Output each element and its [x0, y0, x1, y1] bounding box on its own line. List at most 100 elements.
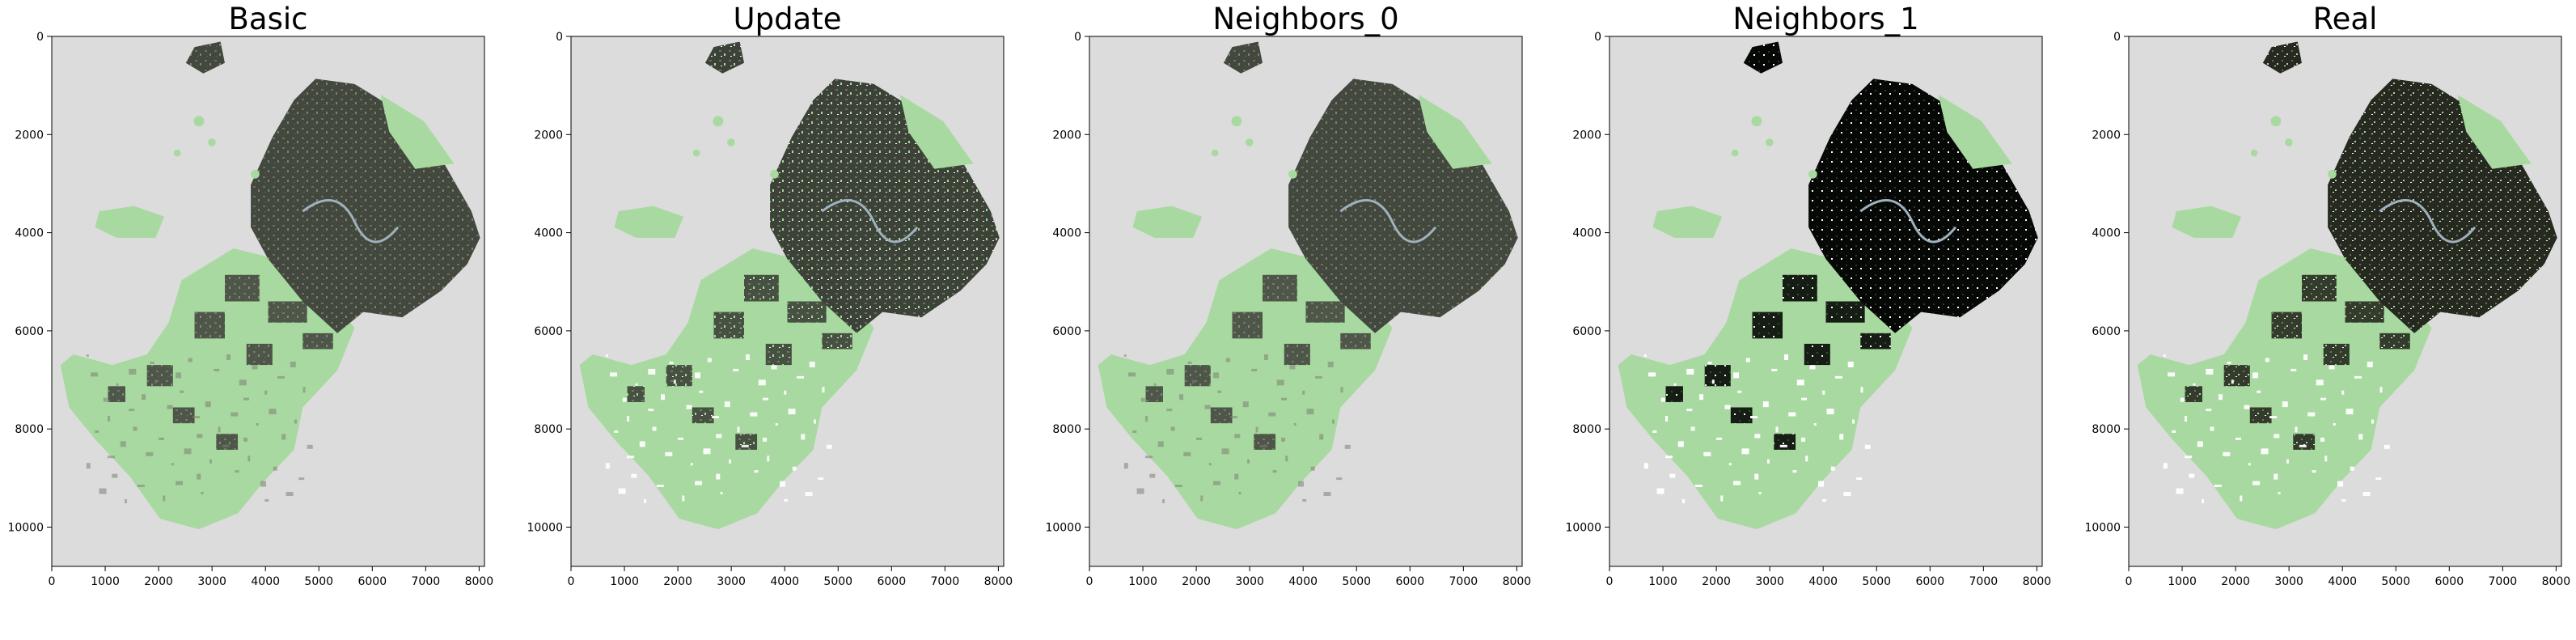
- land-spot: [1136, 488, 1144, 494]
- x-tick-label: 6000: [357, 575, 387, 588]
- land-spot: [669, 361, 674, 364]
- land-spot: [2371, 419, 2375, 424]
- land-spot: [2329, 365, 2335, 370]
- land-spot: [176, 481, 184, 485]
- land-spot: [298, 477, 305, 481]
- land-spot: [231, 412, 239, 417]
- urban-patch: [1704, 365, 1731, 387]
- y-tick-label: 10000: [7, 521, 44, 534]
- land-spot: [1745, 358, 1750, 362]
- y-tick-label: 2000: [534, 129, 563, 142]
- land-spot: [2278, 491, 2281, 494]
- x-tick-label: 8000: [1503, 575, 1532, 588]
- land-spot: [1677, 441, 1684, 447]
- land-spot: [264, 390, 268, 395]
- land-spot: [797, 375, 805, 379]
- land-spot: [2367, 361, 2373, 367]
- urban-patch: [1184, 365, 1211, 387]
- x-tick-label: 2000: [1702, 575, 1731, 588]
- land-spot: [1170, 426, 1175, 431]
- land-spot: [277, 375, 286, 379]
- x-tick-label: 3000: [2274, 575, 2303, 588]
- land-spot: [133, 426, 137, 431]
- urban-zone-north: [1743, 41, 1783, 74]
- small-green-area: [251, 169, 260, 179]
- land-spot: [2324, 456, 2328, 462]
- x-tick-label: 7000: [412, 575, 441, 588]
- land-spot: [1660, 397, 1665, 402]
- land-spot: [2219, 394, 2223, 401]
- land-spot: [1213, 481, 1221, 485]
- y-tick-label: 0: [1074, 31, 1081, 44]
- small-green-area: [692, 149, 700, 157]
- urban-patch: [1145, 386, 1163, 402]
- land-spot: [1643, 463, 1648, 469]
- land-spot: [1230, 416, 1238, 419]
- urban-patch: [2271, 312, 2302, 339]
- land-spot: [1285, 456, 1288, 462]
- land-spot: [2290, 368, 2297, 371]
- land-spot: [1796, 379, 1804, 386]
- land-spot: [1750, 416, 1758, 419]
- land-spot: [784, 390, 787, 395]
- urban-patch: [2223, 365, 2250, 387]
- x-tick-label: 3000: [1755, 575, 1784, 588]
- land-spot: [137, 485, 145, 488]
- land-spot: [1183, 451, 1191, 456]
- land-spot: [1336, 477, 1343, 481]
- urban-patch: [1254, 434, 1276, 450]
- land-spot: [1187, 361, 1192, 364]
- land-spot: [1153, 383, 1157, 386]
- land-spot: [712, 416, 720, 419]
- land-spot: [2303, 354, 2308, 360]
- land-spot: [235, 470, 239, 473]
- land-spot: [1826, 409, 1834, 415]
- x-tick-label: 6000: [877, 575, 906, 588]
- land-spot: [1213, 372, 1220, 379]
- x-tick-label: 7000: [1969, 575, 1999, 588]
- land-spot: [792, 466, 797, 471]
- land-spot: [690, 463, 693, 466]
- park-area: [380, 95, 455, 169]
- land-spot: [2320, 397, 2327, 401]
- urban-patch: [1340, 333, 1371, 350]
- land-spot: [1788, 412, 1796, 417]
- land-spot: [1319, 434, 1324, 440]
- x-tick-label: 2000: [144, 575, 173, 588]
- map-panel: Neighbors_0 0 1000 2000 3000 4000 5000 6000 7000…: [1045, 2, 1531, 588]
- axes-frame: [2128, 36, 2562, 567]
- green-zone-west: [95, 206, 165, 238]
- urban-patch: [1210, 407, 1233, 424]
- y-tick-label: 6000: [534, 325, 563, 338]
- land-spot: [1699, 394, 1704, 401]
- small-green-area: [770, 169, 779, 179]
- land-spot: [247, 456, 251, 462]
- land-spot: [1809, 365, 1816, 370]
- land-spot: [733, 368, 739, 371]
- land-spot: [814, 419, 817, 424]
- land-spot: [1771, 368, 1778, 371]
- land-spot: [294, 419, 298, 424]
- land-spot: [1779, 444, 1787, 447]
- land-spot: [2354, 375, 2362, 379]
- x-tick-label: 1000: [610, 575, 639, 588]
- urban-patch: [627, 386, 645, 402]
- y-tick-label: 0: [1594, 31, 1601, 44]
- land-spot: [1234, 434, 1241, 439]
- land-spot: [678, 437, 684, 440]
- land-spot: [108, 416, 111, 422]
- land-spot: [1843, 491, 1851, 496]
- land-spot: [1238, 491, 1241, 494]
- river: [1339, 199, 1437, 244]
- y-tick-label: 2000: [1052, 129, 1081, 142]
- land-spot: [125, 498, 128, 503]
- land-spot: [729, 459, 732, 464]
- urban-patch: [1730, 407, 1753, 424]
- land-spot: [201, 491, 204, 494]
- land-spot: [99, 488, 107, 494]
- land-spot: [2185, 416, 2188, 422]
- panel-title: Update: [734, 2, 842, 36]
- land-spot: [2227, 361, 2231, 364]
- land-spot: [2341, 498, 2346, 502]
- land-spot: [129, 409, 135, 412]
